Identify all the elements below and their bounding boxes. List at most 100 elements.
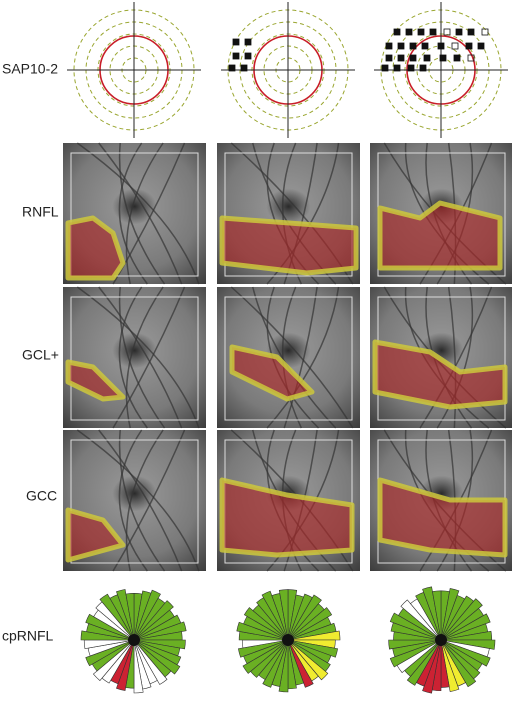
sector xyxy=(400,599,442,641)
vessel xyxy=(98,286,183,429)
defect-symbol xyxy=(467,54,475,62)
vessel xyxy=(125,429,164,572)
sector xyxy=(125,593,135,641)
row-label: GCC xyxy=(26,488,57,504)
sector xyxy=(85,639,135,667)
defect-symbol xyxy=(409,54,417,62)
sector xyxy=(422,586,442,641)
sector xyxy=(133,589,161,641)
defect-overlay xyxy=(219,215,359,276)
vessel xyxy=(266,286,340,429)
vessel xyxy=(436,286,474,429)
defect-overlay xyxy=(372,339,508,410)
vessel xyxy=(283,286,318,429)
vessel xyxy=(118,286,148,429)
disc-center xyxy=(128,634,140,646)
defect-overlay xyxy=(377,477,508,558)
vessel xyxy=(419,286,493,429)
sector xyxy=(287,607,333,641)
sector xyxy=(278,589,289,641)
disc-center xyxy=(435,634,447,646)
defect-symbol xyxy=(477,42,485,50)
vessel xyxy=(281,286,303,429)
sector xyxy=(287,639,314,688)
defect-symbol xyxy=(421,42,429,50)
defect-symbol xyxy=(419,64,427,72)
sector xyxy=(133,639,144,694)
row-label: SAP10-2 xyxy=(2,61,58,77)
scan-area xyxy=(70,296,199,421)
defect-symbol xyxy=(385,54,393,62)
row-label: cpRNFL xyxy=(2,628,54,644)
defect-symbol xyxy=(451,42,459,50)
sector xyxy=(388,639,442,650)
sector xyxy=(440,639,460,692)
sector xyxy=(243,607,289,641)
vessel xyxy=(76,142,200,285)
defect-overlay xyxy=(219,477,355,558)
sector xyxy=(389,612,442,641)
defect-symbol xyxy=(397,54,405,62)
sector xyxy=(99,593,135,641)
vessel xyxy=(118,429,166,572)
defect-symbol xyxy=(405,28,413,36)
vessel xyxy=(98,429,183,572)
sector xyxy=(92,639,135,682)
scan-area xyxy=(224,152,353,277)
vessel xyxy=(125,142,164,285)
vessel xyxy=(447,286,457,429)
defect-symbol xyxy=(455,28,463,36)
defect-symbol xyxy=(465,42,473,50)
disc-center xyxy=(282,634,294,646)
defect-symbol xyxy=(232,38,240,46)
vessel xyxy=(230,286,354,429)
vessel xyxy=(112,286,186,429)
defect-symbol xyxy=(439,54,447,62)
defect-symbol xyxy=(409,42,417,50)
fovea xyxy=(266,188,311,225)
sector xyxy=(287,639,329,681)
vessel xyxy=(112,429,186,572)
defect-symbol xyxy=(232,52,240,60)
scan-area xyxy=(70,439,199,564)
defect-symbol xyxy=(423,54,431,62)
defect-symbol xyxy=(240,64,248,72)
sector xyxy=(133,621,187,641)
sector xyxy=(133,639,181,675)
vessel xyxy=(76,286,200,429)
defect-overlay xyxy=(229,344,315,402)
sector xyxy=(133,639,168,685)
sector xyxy=(440,639,491,667)
sector xyxy=(261,590,289,641)
defect-symbol xyxy=(453,54,461,62)
defect-overlay xyxy=(65,507,126,563)
defect-symbol xyxy=(443,28,451,36)
defect-symbol xyxy=(244,52,252,60)
defect-symbol xyxy=(417,28,425,36)
vessel xyxy=(76,429,200,572)
sector xyxy=(440,598,483,641)
defect-symbol xyxy=(437,42,445,50)
defect-symbol xyxy=(407,64,415,72)
vessel xyxy=(125,286,164,429)
sector xyxy=(262,639,289,688)
vessel xyxy=(98,142,183,285)
sector xyxy=(389,639,442,668)
scan-area xyxy=(224,296,353,421)
row-label: GCL+ xyxy=(22,347,59,363)
defect-overlay xyxy=(65,215,126,281)
defect-symbol xyxy=(381,64,389,72)
sector xyxy=(287,594,322,641)
defect-overlay xyxy=(65,359,126,402)
sector xyxy=(287,630,341,641)
sector xyxy=(237,639,289,658)
row-label: RNFL xyxy=(22,204,59,220)
sector xyxy=(85,613,135,641)
defect-symbol xyxy=(397,42,405,50)
defect-symbol xyxy=(393,28,401,36)
defect-symbol xyxy=(429,28,437,36)
vessel xyxy=(118,429,148,572)
vessel xyxy=(118,286,166,429)
vessel xyxy=(118,142,166,285)
